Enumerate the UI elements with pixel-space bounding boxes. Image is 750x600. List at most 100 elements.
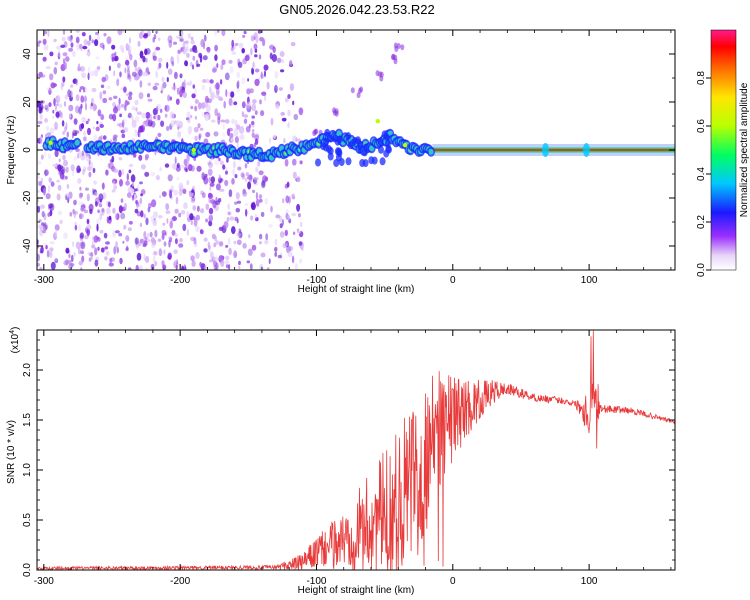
spectrogram-noise-blob xyxy=(119,179,123,187)
ridge-hot-spot xyxy=(48,140,53,145)
spectrogram-noise-blob xyxy=(56,45,61,50)
spectrogram-noise-blob xyxy=(94,259,99,267)
spectrogram-noise-blob xyxy=(147,82,151,86)
spectrogram-noise-blob xyxy=(145,48,151,55)
spectrogram-noise-blob xyxy=(204,95,209,104)
spectrogram-noise-blob xyxy=(173,249,178,255)
spectrogram-noise-blob xyxy=(301,247,304,251)
spectrogram-x-label: Height of straight line (km) xyxy=(298,284,415,295)
spectrogram-noise-blob xyxy=(67,259,72,264)
spectrogram-noise-blob xyxy=(287,94,291,99)
spectrogram-noise-blob xyxy=(45,193,51,200)
spectrogram-noise-blob xyxy=(197,102,203,109)
spectrogram-noise-blob xyxy=(150,237,156,244)
spectrogram-noise-blob xyxy=(241,48,245,54)
spectrogram-noise-blob xyxy=(230,46,234,52)
y-tick-label: 20 xyxy=(22,96,33,108)
spectrogram-noise-blob xyxy=(55,229,58,238)
spectrogram-noise-blob xyxy=(259,99,262,105)
spectrogram-noise-blob xyxy=(103,33,107,37)
spectrogram-noise-blob xyxy=(205,104,211,113)
spectrogram-noise-blob xyxy=(179,35,184,42)
spectrogram-noise-blob xyxy=(121,133,126,139)
spectrogram-noise-blob xyxy=(37,42,40,47)
spectrogram-noise-blob xyxy=(100,84,105,89)
spectrogram-noise-blob xyxy=(284,158,289,167)
spectrogram-noise-blob xyxy=(296,203,301,212)
spectrogram-noise-blob xyxy=(190,61,193,67)
spectrogram-noise-blob xyxy=(171,61,175,67)
spectrogram-noise-blob xyxy=(125,235,130,242)
spectrogram-noise-blob xyxy=(251,244,257,251)
spectrogram-noise-blob xyxy=(41,74,46,78)
spectrogram-noise-blob xyxy=(240,172,245,178)
spectrogram-noise-blob xyxy=(68,191,73,199)
spectrogram-noise-blob xyxy=(123,127,129,133)
spectrogram-arc-blob xyxy=(396,43,401,49)
spectrogram-noise-blob xyxy=(266,81,270,90)
spectrogram-noise-blob xyxy=(137,242,142,247)
spectrogram-noise-blob xyxy=(254,110,258,115)
spectrogram-noise-blob xyxy=(70,84,74,88)
spectrogram-noise-blob xyxy=(224,72,230,81)
spectrogram-noise-blob xyxy=(134,115,140,123)
ridge-spread-blob xyxy=(315,158,321,167)
spectrogram-noise-blob xyxy=(225,264,229,269)
spectrogram-noise-blob xyxy=(134,208,139,214)
spectrogram-noise-blob xyxy=(115,241,118,249)
spectrogram-noise-blob xyxy=(289,60,293,67)
spectrogram-noise-blob xyxy=(54,103,58,112)
spectrogram-noise-blob xyxy=(182,46,187,55)
spectrogram-noise-blob xyxy=(53,38,57,43)
spectrogram-arc-blob xyxy=(359,86,364,93)
spectrogram-noise-blob xyxy=(235,192,240,200)
ridge-spread-blob xyxy=(361,148,368,157)
colorbar-tick-label: 0.4 xyxy=(696,167,707,181)
spectrogram-noise-blob xyxy=(99,198,103,203)
spectrogram-noise-blob xyxy=(201,192,206,199)
spectrogram-noise-blob xyxy=(87,118,90,122)
spectrogram-noise-blob xyxy=(251,121,255,125)
ridge-spread-blob xyxy=(377,137,384,146)
spectrogram-noise-blob xyxy=(116,246,119,254)
spectrogram-noise-blob xyxy=(40,177,44,183)
spectrogram-noise-blob xyxy=(292,196,296,200)
spectrogram-y-label: Frequency (Hz) xyxy=(6,116,17,185)
spectrogram-noise-blob xyxy=(75,30,80,33)
spectrogram-noise-blob xyxy=(96,35,101,41)
spectrogram-noise-blob xyxy=(150,263,155,270)
spectrogram-noise-blob xyxy=(193,241,198,248)
spectrogram-noise-blob xyxy=(169,220,173,229)
spectrogram-noise-blob xyxy=(232,160,236,169)
spectrogram-noise-blob xyxy=(81,150,85,157)
spectrogram-noise-blob xyxy=(224,260,230,264)
spectrogram-noise-blob xyxy=(97,246,100,251)
spectrogram-noise-blob xyxy=(78,106,82,115)
spectrogram-noise-blob xyxy=(108,162,114,170)
spectrogram-noise-blob xyxy=(147,207,151,213)
spectrogram-noise-blob xyxy=(217,95,223,100)
spectrogram-noise-blob xyxy=(279,223,283,229)
spectrogram-noise-blob xyxy=(247,78,250,82)
colorbar-label: Normalized spectral amplitude xyxy=(739,82,750,217)
spectrogram-noise-blob xyxy=(274,238,278,246)
spectrogram-noise-blob xyxy=(57,210,63,216)
spectrogram-noise-blob xyxy=(80,241,86,250)
spectrogram-noise-blob xyxy=(245,172,249,177)
spectrogram-noise-blob xyxy=(298,241,303,246)
spectrogram-noise-blob xyxy=(287,251,293,258)
ridge-blob-core xyxy=(428,148,434,155)
ridge-spread-blob xyxy=(345,157,352,166)
spectrogram-noise-blob xyxy=(135,200,139,205)
spectrogram-noise-blob xyxy=(49,73,54,81)
spectrogram-noise-blob xyxy=(279,215,283,223)
spectrogram-noise-blob xyxy=(61,36,66,42)
spectrogram-noise-blob xyxy=(228,189,233,198)
spectrogram-noise-blob xyxy=(221,59,226,66)
ridge-blob-peak xyxy=(192,151,196,155)
spectrogram-noise-blob xyxy=(218,157,221,162)
spectrogram-noise-blob xyxy=(199,229,205,235)
spectrogram-noise-blob xyxy=(98,203,103,208)
spectrogram-noise-blob xyxy=(127,43,131,51)
snr-y-scale-factor: (x104) xyxy=(9,327,21,354)
